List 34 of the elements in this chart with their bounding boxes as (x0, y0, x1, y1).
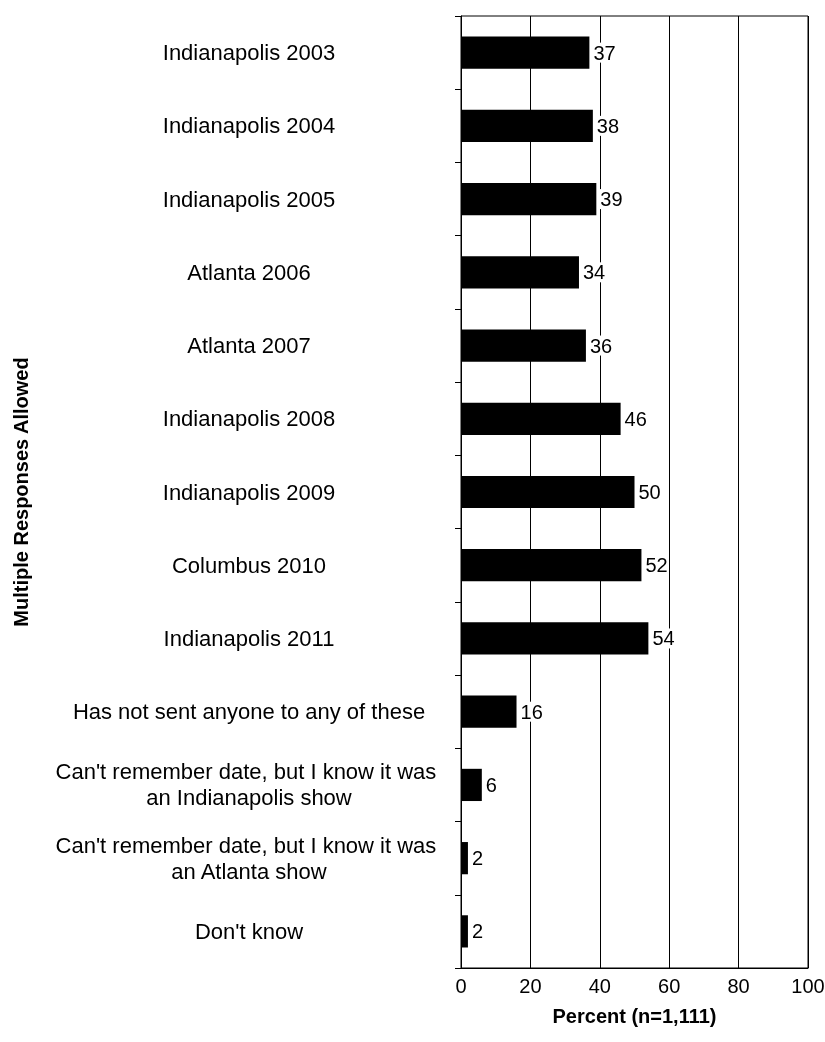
y-axis-title: Multiple Responses Allowed (10, 357, 32, 627)
data-label: 46 (624, 407, 647, 430)
x-tick-label: 80 (727, 975, 750, 997)
data-label: 37 (593, 41, 616, 64)
data-label: 52 (645, 554, 668, 577)
data-label: 50 (638, 481, 661, 503)
y-tick-label: Indianapolis 2004 (162, 113, 336, 139)
data-label: 6 (485, 773, 497, 796)
data-label: 2 (471, 847, 484, 870)
x-tick-label: 60 (658, 975, 681, 997)
data-label: 39 (600, 188, 623, 211)
x-tick-label: 100 (791, 975, 825, 997)
y-tick-label: Can't remember date, but I know it was an Atlanta show (55, 832, 443, 884)
y-tick-label: Don't know (194, 918, 304, 944)
y-tick-label: Indianapolis 2005 (162, 186, 336, 212)
data-label: 54 (652, 627, 675, 650)
y-tick-label: Columbus 2010 (171, 552, 327, 578)
x-axis-title: Percent (n=1,111) (552, 1005, 717, 1027)
y-tick-label: Can't remember date, but I know it was an Indianapolis show (55, 759, 443, 811)
y-tick-label: Has not sent anyone to any of these (72, 699, 426, 725)
y-tick-label: Indianapolis 2009 (162, 479, 336, 505)
data-label: 16 (520, 700, 543, 723)
data-label: 2 (471, 920, 484, 943)
data-label: 34 (582, 261, 606, 284)
y-tick-label: Atlanta 2006 (187, 259, 311, 285)
y-tick-label: Indianapolis 2011 (163, 625, 335, 651)
y-tick-label: Atlanta 2007 (187, 333, 311, 359)
x-tick-label: 40 (588, 975, 611, 997)
y-tick-label: Indianapolis 2008 (162, 406, 336, 432)
x-tick-label: 20 (519, 975, 542, 997)
data-label: 38 (596, 114, 620, 137)
x-tick-label: 0 (455, 975, 467, 997)
data-label: 36 (589, 334, 613, 357)
y-tick-label: Indianapolis 2003 (162, 40, 336, 66)
